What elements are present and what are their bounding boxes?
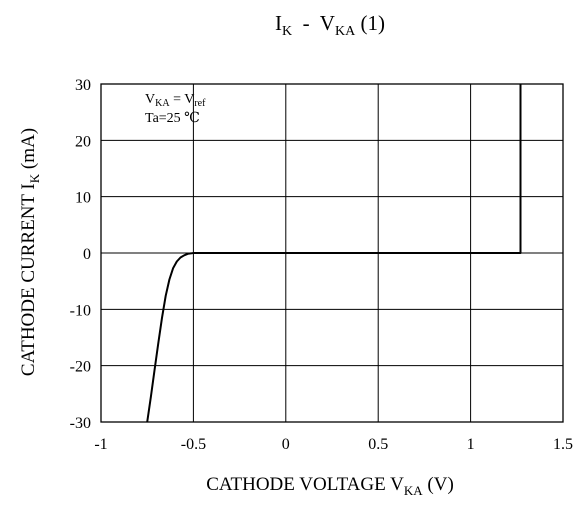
x-axis-label-tail: (V)	[423, 474, 454, 495]
y-tick-label: -20	[70, 359, 91, 376]
y-tick-label: -10	[70, 302, 91, 319]
y-axis-label-sub: K	[27, 173, 42, 183]
annotation-line1: VKA = Vref	[145, 92, 206, 109]
x-axis-label-sub: KA	[404, 483, 423, 498]
title-v-sub: KA	[335, 24, 356, 39]
y-axis-label: CATHODE CURRENT IK (mA)	[18, 128, 42, 376]
x-tick-label: 1	[467, 436, 475, 453]
grid	[101, 84, 563, 422]
y-tick-labels: 30 20 10 0 -10 -20 -30	[70, 77, 91, 432]
series-line	[146, 84, 522, 423]
y-tick-label: 30	[75, 77, 91, 94]
y-tick-label: 10	[75, 190, 91, 207]
title-i-sub: K	[282, 24, 292, 39]
title-sep: -	[292, 11, 320, 35]
x-tick-label: 0.5	[368, 436, 388, 453]
annotation-v: V	[145, 92, 155, 107]
y-axis-label-main: CATHODE CURRENT I	[18, 183, 39, 376]
y-tick-label: -30	[70, 415, 91, 432]
y-axis-label-tail: (mA)	[18, 128, 39, 174]
x-axis-label: CATHODE VOLTAGE VKA (V)	[206, 474, 454, 498]
annotation-eq: = V	[170, 92, 195, 107]
annotation-line2: Ta=25 ℃	[145, 111, 200, 126]
title-i: I	[275, 11, 282, 35]
y-tick-label: 20	[75, 133, 91, 150]
chart-title: IK - VKA (1)	[275, 11, 385, 39]
title-v: V	[320, 11, 335, 35]
annotation-v-sub: KA	[155, 98, 170, 109]
x-tick-label: -0.5	[181, 436, 206, 453]
annotation-ref-sub: ref	[194, 98, 206, 109]
x-tick-label: 1.5	[553, 436, 573, 453]
x-axis-label-main: CATHODE VOLTAGE V	[206, 474, 404, 495]
x-tick-labels: -1 -0.5 0 0.5 1 1.5	[94, 436, 573, 453]
x-tick-label: 0	[282, 436, 290, 453]
x-tick-label: -1	[94, 436, 107, 453]
title-tail: (1)	[355, 11, 385, 35]
y-tick-label: 0	[83, 246, 91, 263]
series-group	[146, 84, 522, 423]
plot-frame	[100, 83, 564, 423]
